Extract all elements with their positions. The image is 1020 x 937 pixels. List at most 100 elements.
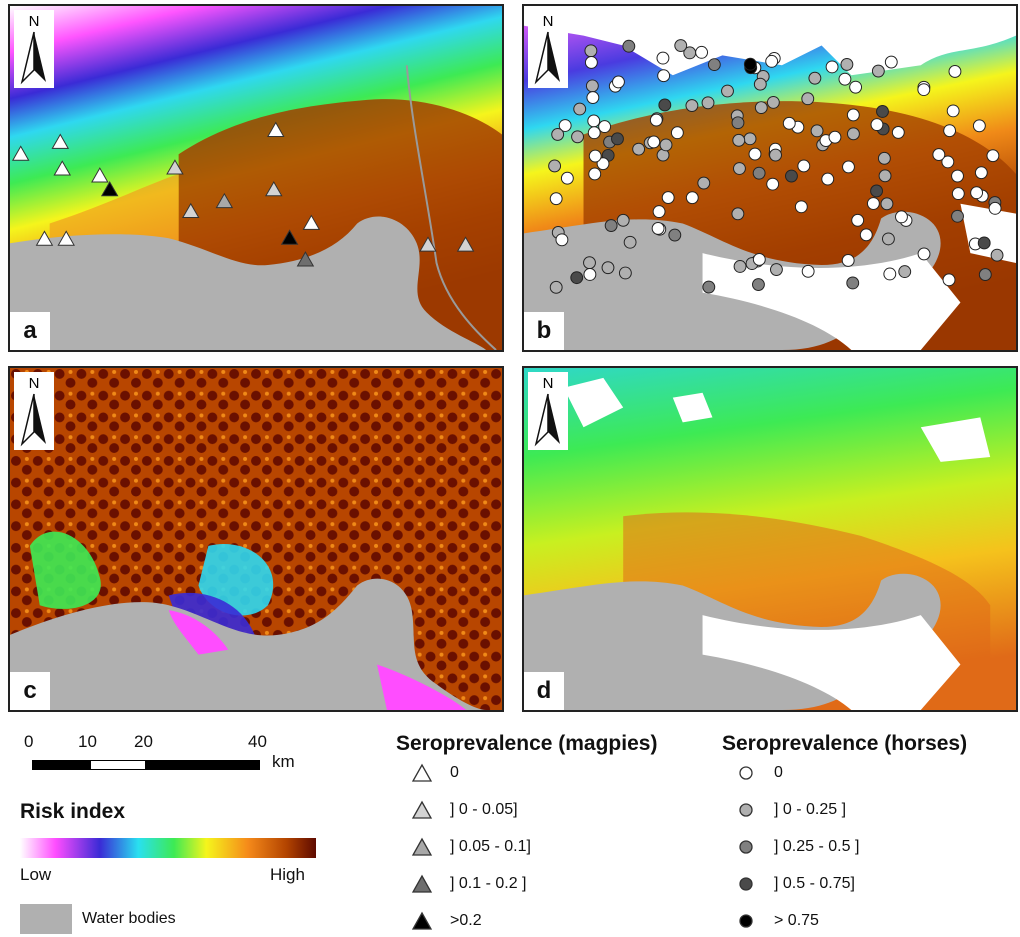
horse-marker xyxy=(946,104,960,118)
horse-marker xyxy=(658,98,672,112)
legend-label: 0 xyxy=(774,764,783,781)
scale-tick: 10 xyxy=(78,732,97,751)
magpie-marker xyxy=(35,230,54,246)
risk-map-c xyxy=(10,368,502,710)
horse-legend-item: ] 0.25 - 0.5 ] xyxy=(734,836,859,858)
horse-marker xyxy=(583,268,597,281)
horse-marker xyxy=(743,57,757,71)
horse-marker xyxy=(702,280,716,294)
horse-marker xyxy=(846,108,860,122)
horse-marker xyxy=(598,120,612,134)
magpie-marker xyxy=(215,192,234,209)
horse-marker xyxy=(555,233,569,247)
magpie-marker xyxy=(53,160,72,176)
legend-label: ] 0.25 - 0.5 ] xyxy=(774,838,860,855)
horse-marker xyxy=(841,254,855,267)
scale-tick: 20 xyxy=(134,732,153,751)
horse-marker xyxy=(828,130,842,144)
horse-marker xyxy=(551,127,565,141)
magpie-legend-item: ] 0 - 0.05] xyxy=(410,799,518,821)
horse-marker xyxy=(588,167,602,181)
horse-marker xyxy=(752,278,765,291)
horse-marker xyxy=(596,157,610,171)
map-panel-b: N b xyxy=(522,4,1018,352)
map-panel-d: N d xyxy=(522,366,1018,712)
north-arrow: N xyxy=(528,372,568,450)
horse-legend-item: > 0.75 xyxy=(734,910,819,932)
horse-marker xyxy=(585,79,599,93)
horse-marker xyxy=(895,210,908,224)
horse-marker xyxy=(668,228,682,242)
horse-marker xyxy=(842,160,855,174)
horse-marker xyxy=(685,191,699,205)
horse-marker xyxy=(801,264,815,278)
triangle-icon xyxy=(411,800,433,819)
horse-marker xyxy=(701,96,715,110)
horse-marker xyxy=(847,127,860,141)
horse-marker xyxy=(951,209,964,223)
north-arrow: N xyxy=(14,372,54,450)
horse-marker xyxy=(661,191,675,204)
horse-marker xyxy=(583,256,596,270)
horse-marker xyxy=(932,148,946,161)
horse-marker xyxy=(988,201,1002,215)
legend-label: >0.2 xyxy=(450,912,482,929)
horse-marker xyxy=(883,267,897,281)
magpie-marker xyxy=(267,121,285,137)
horse-marker xyxy=(733,162,746,175)
magpie-legend-item: ] 0.05 - 0.1] xyxy=(410,836,531,858)
horse-marker xyxy=(884,55,898,69)
horse-marker xyxy=(941,155,955,169)
horse-marker xyxy=(972,119,986,133)
horse-marker xyxy=(986,149,1000,163)
horse-marker xyxy=(810,124,824,138)
horse-marker xyxy=(870,118,884,132)
magpie-marker xyxy=(11,145,30,161)
horse-marker xyxy=(881,232,895,246)
map-panel-c: N c xyxy=(8,366,504,712)
magpie-marker xyxy=(296,251,315,267)
horse-marker xyxy=(571,130,584,144)
circle-icon xyxy=(739,840,753,854)
horse-marker xyxy=(604,219,618,232)
horse-marker xyxy=(587,114,601,128)
svg-text:N: N xyxy=(543,375,554,392)
horse-marker xyxy=(670,126,684,140)
horse-marker xyxy=(611,132,624,146)
horse-marker xyxy=(846,276,860,290)
horse-marker xyxy=(622,39,636,53)
svg-text:N: N xyxy=(29,13,40,30)
legend-label: 0 xyxy=(450,764,459,781)
panel-label: b xyxy=(524,312,564,350)
scale-bar: 0 10 20 40 km xyxy=(20,728,320,778)
horse-marker xyxy=(877,151,891,165)
magpie-legend-item: 0 xyxy=(410,762,459,784)
horse-marker xyxy=(766,177,780,191)
horse-marker xyxy=(731,207,745,221)
horse-marker xyxy=(871,64,885,78)
scale-tick: 40 xyxy=(248,732,267,751)
triangle-icon xyxy=(411,837,433,856)
triangle-icon xyxy=(411,874,433,893)
svg-text:N: N xyxy=(543,13,554,30)
magpie-marker xyxy=(51,133,70,149)
horse-marker xyxy=(859,228,873,242)
horse-marker xyxy=(880,197,894,211)
horse-marker xyxy=(584,44,598,58)
horse-marker xyxy=(601,261,615,275)
horse-marker xyxy=(616,213,630,227)
horse-marker xyxy=(948,65,962,78)
horse-marker xyxy=(770,263,783,276)
circle-icon xyxy=(739,803,753,817)
magpie-marker xyxy=(100,180,119,197)
horse-marker xyxy=(891,126,905,139)
map-panel-a: N a xyxy=(8,4,504,352)
horse-marker xyxy=(623,235,637,249)
north-arrow: N xyxy=(14,10,54,88)
magpie-marker xyxy=(57,230,75,246)
legend-label: > 0.75 xyxy=(774,912,819,929)
magpie-marker xyxy=(91,167,109,183)
horse-marker xyxy=(733,260,747,273)
water-label: Water bodies xyxy=(82,910,176,927)
circle-icon xyxy=(739,766,753,780)
